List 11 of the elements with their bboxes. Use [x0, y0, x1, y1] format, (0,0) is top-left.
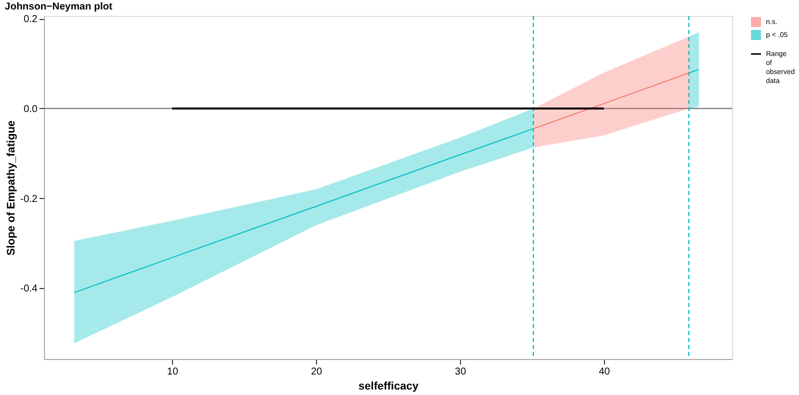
x-tick-label: 10: [167, 366, 179, 378]
y-tick-label: 0.2: [24, 14, 38, 26]
chart-title: Johnson−Neyman plot: [4, 2, 113, 13]
x-axis-title: selfefficacy: [358, 380, 420, 392]
x-tick-label: 30: [454, 366, 466, 378]
y-tick-label: 0.0: [24, 104, 38, 115]
x-tick-label: 40: [598, 366, 610, 378]
y-tick-label: -0.2: [20, 194, 38, 205]
y-tick-label: -0.4: [20, 284, 38, 295]
y-axis-title: Slope of Empathy_fatigue: [5, 120, 18, 256]
x-tick-label: 20: [310, 366, 323, 378]
